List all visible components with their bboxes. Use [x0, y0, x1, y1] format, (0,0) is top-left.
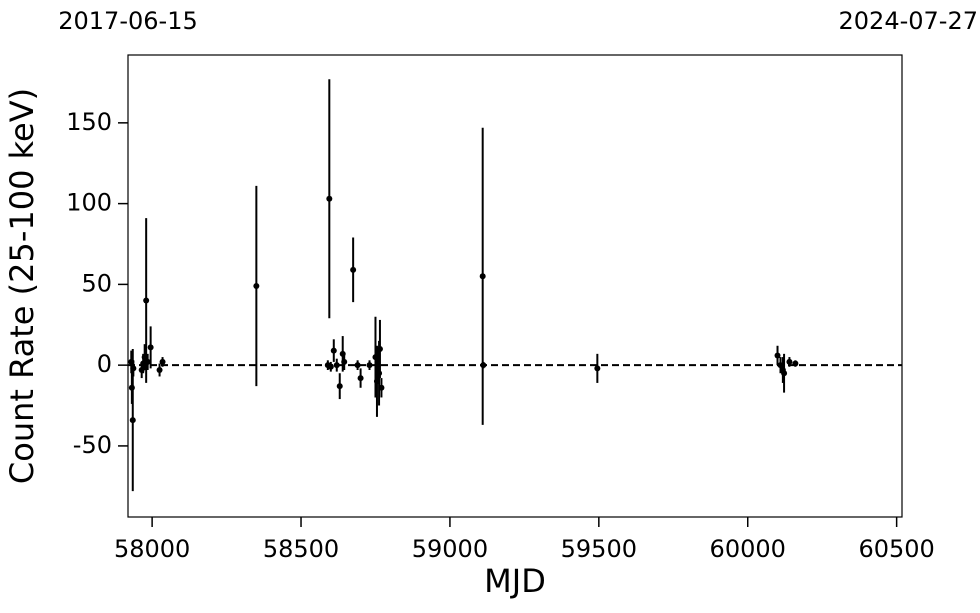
data-point — [354, 362, 361, 369]
top-tick-label: 2017-06-15 — [58, 7, 197, 35]
data-point — [336, 383, 343, 390]
x-axis-label: MJD — [484, 562, 546, 600]
x-tick-label: 58500 — [263, 535, 339, 563]
data-point — [366, 362, 373, 369]
data-point — [156, 367, 163, 373]
data-point — [350, 266, 357, 273]
x-tick-label: 59500 — [561, 535, 637, 563]
data-point — [129, 417, 136, 424]
x-tick-label: 59000 — [412, 535, 488, 563]
data-point — [792, 360, 799, 367]
data-point — [333, 362, 340, 369]
y-tick-label: 50 — [81, 269, 112, 297]
data-point — [147, 344, 154, 351]
data-point — [326, 195, 333, 202]
y-tick-label: 150 — [66, 108, 112, 136]
data-point — [357, 375, 364, 382]
data-point — [378, 384, 385, 391]
data-point — [143, 297, 150, 304]
data-point — [479, 273, 486, 280]
x-tick-label: 60500 — [858, 535, 934, 563]
data-point — [130, 365, 137, 372]
data-point — [159, 358, 166, 365]
x-tick-label: 58000 — [114, 535, 190, 563]
data-point — [341, 358, 348, 365]
data-point — [781, 370, 788, 377]
data-point — [786, 358, 793, 365]
data-point — [594, 365, 601, 372]
data-point — [330, 347, 337, 354]
data-point — [253, 283, 260, 289]
data-point — [774, 352, 781, 359]
top-tick-label: 2024-07-27 — [839, 7, 978, 35]
data-point — [376, 346, 383, 352]
y-tick-label: 0 — [97, 350, 112, 378]
data-point — [144, 358, 151, 365]
y-axis-label: Count Rate (25-100 keV) — [3, 88, 41, 484]
y-tick-label: 100 — [66, 189, 112, 217]
data-point — [480, 362, 487, 369]
plot-frame — [127, 54, 903, 518]
data-point — [327, 363, 334, 370]
y-tick-label: -50 — [73, 431, 112, 459]
x-tick-label: 60000 — [710, 535, 786, 563]
